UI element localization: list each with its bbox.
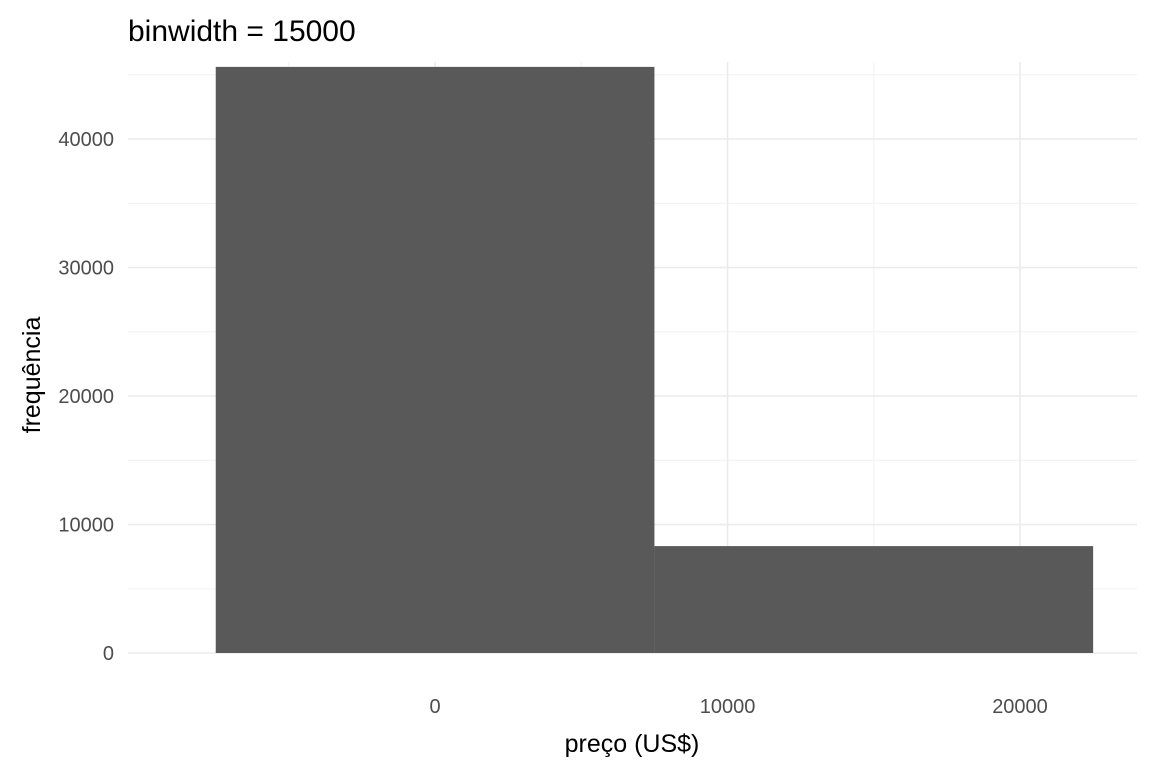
- x-tick-label: 0: [430, 696, 441, 718]
- y-axis-ticks: 0 10000 20000 30000 40000: [58, 129, 114, 665]
- bars: [215, 66, 1094, 653]
- y-tick-label: 30000: [58, 258, 114, 280]
- y-tick-label: 40000: [58, 129, 114, 151]
- x-axis-ticks: 0 10000 20000: [430, 696, 1048, 718]
- x-tick-label: 20000: [992, 696, 1048, 718]
- y-tick-label: 10000: [58, 515, 114, 537]
- y-tick-label: 0: [103, 643, 114, 665]
- x-axis-title: preço (US$): [565, 730, 700, 758]
- histogram-bar: [654, 546, 1094, 653]
- histogram-bar: [215, 66, 655, 653]
- chart-title: binwidth = 15000: [128, 15, 356, 48]
- y-tick-label: 20000: [58, 386, 114, 408]
- y-axis-title: frequência: [18, 317, 46, 434]
- x-tick-label: 10000: [700, 696, 756, 718]
